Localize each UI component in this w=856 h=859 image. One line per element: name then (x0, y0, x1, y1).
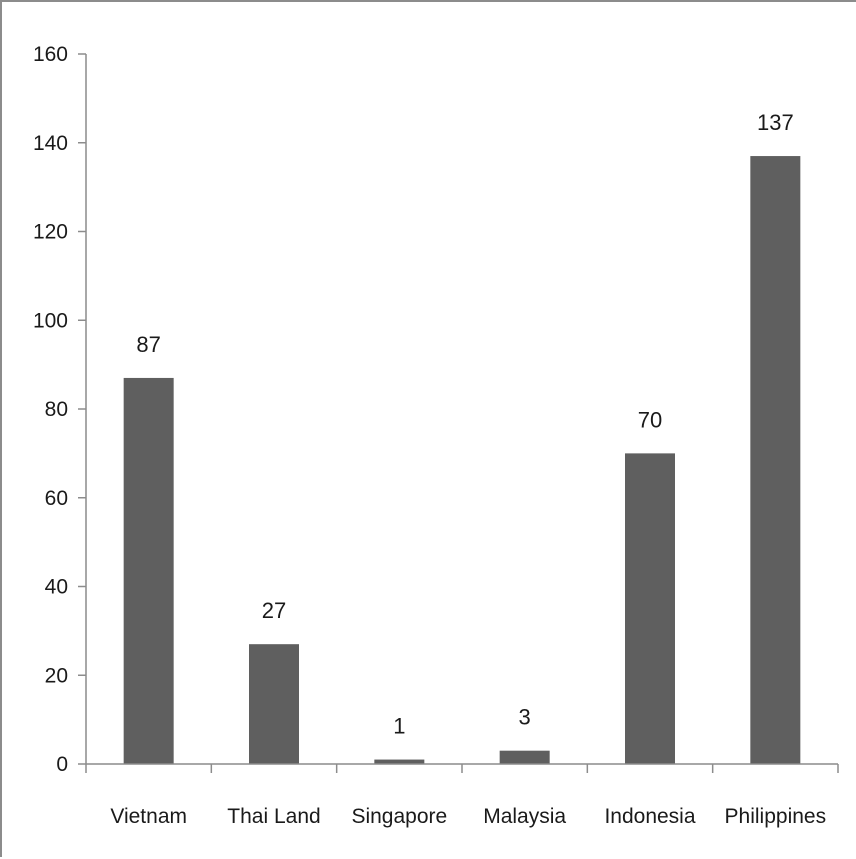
y-tick-label: 0 (56, 753, 68, 776)
x-tick-label: Philippines (725, 805, 827, 828)
x-tick-label: Singapore (351, 805, 447, 828)
bar-vietnam (123, 377, 174, 764)
y-tick-label: 100 (33, 309, 68, 332)
bar-philippines (750, 156, 801, 764)
y-axis-labels: 0 20 40 60 80 100 120 140 160 (33, 43, 68, 776)
y-tick-label: 160 (33, 43, 68, 66)
y-tick-label: 20 (45, 664, 68, 687)
data-label: 87 (136, 332, 160, 357)
y-tick-label: 140 (33, 132, 68, 155)
data-label: 1 (393, 714, 405, 739)
data-label: 70 (638, 407, 662, 432)
x-tick-label: Thai Land (227, 805, 320, 828)
y-tick-label: 80 (45, 398, 68, 421)
bar-indonesia (625, 453, 675, 764)
bar-thai-land (249, 644, 299, 764)
y-tick-label: 60 (45, 487, 68, 510)
y-tick-label: 120 (33, 221, 68, 244)
data-label: 137 (757, 110, 794, 135)
bar-singapore (374, 759, 425, 764)
bar-malaysia (499, 750, 550, 764)
x-axis-labels: Vietnam Thai Land Singapore Malaysia Indones… (110, 805, 826, 828)
bars (123, 156, 801, 764)
data-labels: 87 27 1 3 70 137 (136, 110, 793, 739)
data-label: 27 (262, 598, 286, 623)
x-tick-label: Malaysia (483, 805, 566, 828)
x-tick-label: Indonesia (604, 805, 695, 828)
x-axis-ticks (85, 764, 839, 773)
x-tick-label: Vietnam (110, 805, 187, 828)
y-axis-ticks (78, 53, 86, 765)
data-label: 3 (519, 705, 531, 730)
y-tick-label: 40 (45, 576, 68, 599)
